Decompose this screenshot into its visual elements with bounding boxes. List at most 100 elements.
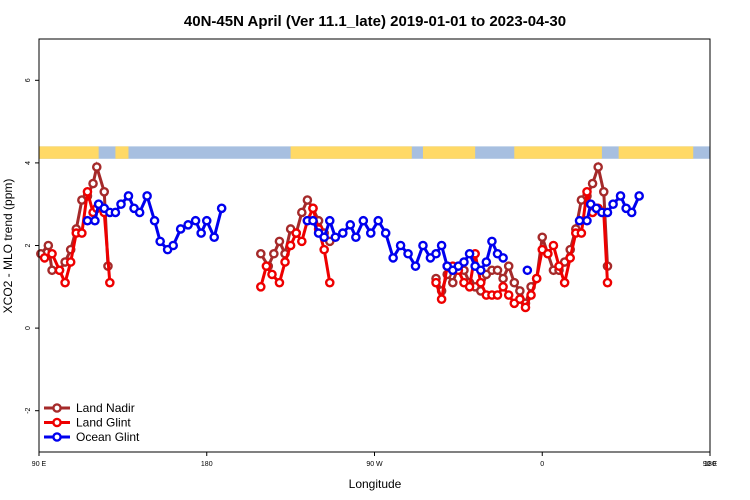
data-point bbox=[60, 277, 70, 288]
data-point bbox=[459, 257, 469, 267]
data-point bbox=[149, 215, 160, 226]
legend-label: Land Glint bbox=[76, 416, 131, 430]
data-point bbox=[285, 240, 296, 251]
data-point bbox=[615, 191, 626, 201]
data-point bbox=[608, 199, 618, 209]
data-point bbox=[90, 215, 100, 226]
x-tick-label: 180 bbox=[704, 461, 716, 468]
land-ocean-mask bbox=[39, 146, 710, 159]
data-point bbox=[587, 178, 598, 189]
data-point bbox=[77, 228, 87, 238]
data-point bbox=[256, 281, 266, 292]
data-point bbox=[436, 240, 447, 251]
data-point bbox=[403, 248, 413, 259]
data-point bbox=[548, 240, 559, 251]
data-point bbox=[515, 294, 525, 304]
y-tick-label: 6 bbox=[25, 78, 32, 82]
data-point bbox=[515, 286, 525, 296]
land-strip-segment bbox=[115, 146, 129, 159]
x-tick-label: 180 bbox=[201, 461, 213, 468]
series-layer bbox=[36, 161, 644, 313]
x-tick-label: 90 E bbox=[32, 461, 47, 468]
chart-title: 40N-45N April (Ver 11.1_late) 2019-01-01… bbox=[184, 13, 566, 30]
data-point bbox=[142, 191, 152, 201]
data-point bbox=[537, 232, 548, 243]
legend-item: Land Nadir bbox=[44, 401, 135, 415]
x-tick-label: 90 E bbox=[703, 461, 718, 468]
data-point bbox=[574, 215, 585, 226]
data-point bbox=[82, 187, 93, 197]
data-point bbox=[345, 220, 356, 230]
data-point bbox=[498, 281, 508, 292]
data-point bbox=[47, 248, 57, 259]
data-point bbox=[274, 277, 285, 288]
data-point bbox=[65, 257, 76, 267]
series-land-glint bbox=[39, 187, 613, 313]
data-point bbox=[593, 162, 603, 172]
data-point bbox=[308, 215, 318, 226]
data-point bbox=[351, 232, 361, 243]
data-point bbox=[319, 244, 329, 255]
land-strip-segment bbox=[422, 146, 476, 159]
series-ocean-glint bbox=[82, 191, 644, 276]
data-point bbox=[380, 228, 391, 238]
data-point bbox=[358, 215, 369, 226]
data-point bbox=[582, 215, 592, 226]
data-point bbox=[99, 187, 110, 197]
data-point bbox=[492, 265, 503, 276]
data-point bbox=[39, 253, 50, 263]
data-point bbox=[520, 302, 531, 313]
data-point bbox=[82, 215, 93, 226]
data-point bbox=[91, 162, 102, 172]
data-point bbox=[565, 253, 576, 263]
data-point bbox=[280, 257, 290, 267]
data-point bbox=[475, 277, 486, 288]
data-point bbox=[526, 290, 536, 300]
data-point bbox=[431, 248, 441, 259]
y-axis-ticks: 6 4 2 0 -2 bbox=[25, 78, 39, 414]
y-tick-label: -2 bbox=[25, 407, 32, 413]
x-tick-label: 0 bbox=[540, 461, 544, 468]
data-point bbox=[267, 269, 277, 280]
data-point bbox=[492, 290, 503, 300]
data-point bbox=[269, 248, 279, 259]
data-point bbox=[498, 273, 508, 284]
data-point bbox=[338, 228, 348, 238]
data-point bbox=[436, 294, 447, 304]
data-point bbox=[88, 178, 98, 189]
data-point bbox=[330, 232, 341, 243]
data-point bbox=[498, 253, 508, 263]
land-strip-segment bbox=[618, 146, 694, 159]
data-point bbox=[365, 228, 376, 238]
data-point bbox=[634, 191, 644, 201]
plot-frame bbox=[38, 38, 711, 453]
y-tick-label: 0 bbox=[25, 326, 32, 330]
data-point bbox=[324, 277, 335, 288]
data-point bbox=[297, 236, 307, 247]
data-point bbox=[105, 277, 115, 288]
data-point bbox=[418, 240, 428, 251]
data-point bbox=[168, 240, 178, 251]
data-point bbox=[559, 277, 570, 288]
data-point bbox=[531, 273, 542, 284]
y-tick-label: 2 bbox=[25, 243, 32, 247]
data-point bbox=[308, 203, 318, 214]
data-point bbox=[54, 265, 65, 276]
land-strip-segment bbox=[514, 146, 602, 159]
data-point bbox=[256, 248, 266, 259]
y-tick-label: 4 bbox=[25, 161, 32, 165]
legend-label: Ocean Glint bbox=[76, 430, 140, 444]
legend-item: Land Glint bbox=[44, 416, 131, 430]
land-strip-segment bbox=[290, 146, 412, 159]
land-strip-segment bbox=[39, 146, 99, 159]
data-point bbox=[175, 224, 186, 234]
data-point bbox=[190, 215, 201, 226]
data-point bbox=[319, 232, 329, 243]
data-point bbox=[216, 203, 227, 214]
x-axis-label: Longitude bbox=[349, 477, 402, 491]
data-point bbox=[324, 215, 335, 226]
data-point bbox=[554, 261, 564, 271]
